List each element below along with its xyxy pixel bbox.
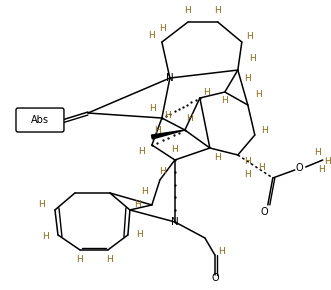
- Text: H: H: [256, 90, 262, 99]
- Text: O: O: [261, 207, 269, 217]
- Text: O: O: [211, 273, 219, 283]
- Text: H: H: [171, 146, 178, 155]
- Text: H: H: [245, 171, 251, 180]
- Text: O: O: [296, 163, 304, 173]
- Text: H: H: [221, 95, 228, 104]
- Text: H: H: [324, 157, 331, 166]
- Text: H: H: [155, 126, 161, 135]
- Text: H: H: [165, 110, 171, 119]
- Text: H: H: [39, 200, 45, 209]
- Text: H: H: [261, 126, 268, 135]
- Text: H: H: [136, 231, 143, 240]
- Polygon shape: [152, 130, 185, 139]
- Text: H: H: [43, 232, 49, 242]
- Text: H: H: [186, 113, 193, 122]
- Text: H: H: [214, 6, 221, 14]
- Text: Abs: Abs: [31, 115, 49, 125]
- Text: N: N: [166, 73, 174, 83]
- Text: H: H: [184, 6, 191, 14]
- Text: H: H: [149, 30, 155, 39]
- Text: H: H: [318, 166, 325, 175]
- Text: H: H: [150, 104, 156, 113]
- Text: H: H: [214, 153, 221, 162]
- Text: H: H: [204, 88, 210, 97]
- FancyBboxPatch shape: [16, 108, 64, 132]
- Text: H: H: [250, 54, 256, 63]
- Text: H: H: [138, 148, 145, 157]
- Text: H: H: [142, 187, 148, 196]
- Text: H: H: [245, 74, 251, 83]
- Text: H: H: [76, 255, 83, 264]
- Text: H: H: [160, 168, 166, 177]
- Text: H: H: [314, 148, 321, 157]
- Text: H: H: [107, 255, 113, 264]
- Text: H: H: [247, 32, 253, 41]
- Text: N: N: [171, 217, 179, 227]
- Text: H: H: [160, 23, 166, 32]
- Text: H: H: [134, 200, 141, 209]
- Text: H: H: [218, 247, 225, 256]
- Text: H: H: [245, 157, 251, 166]
- Text: H: H: [259, 164, 265, 173]
